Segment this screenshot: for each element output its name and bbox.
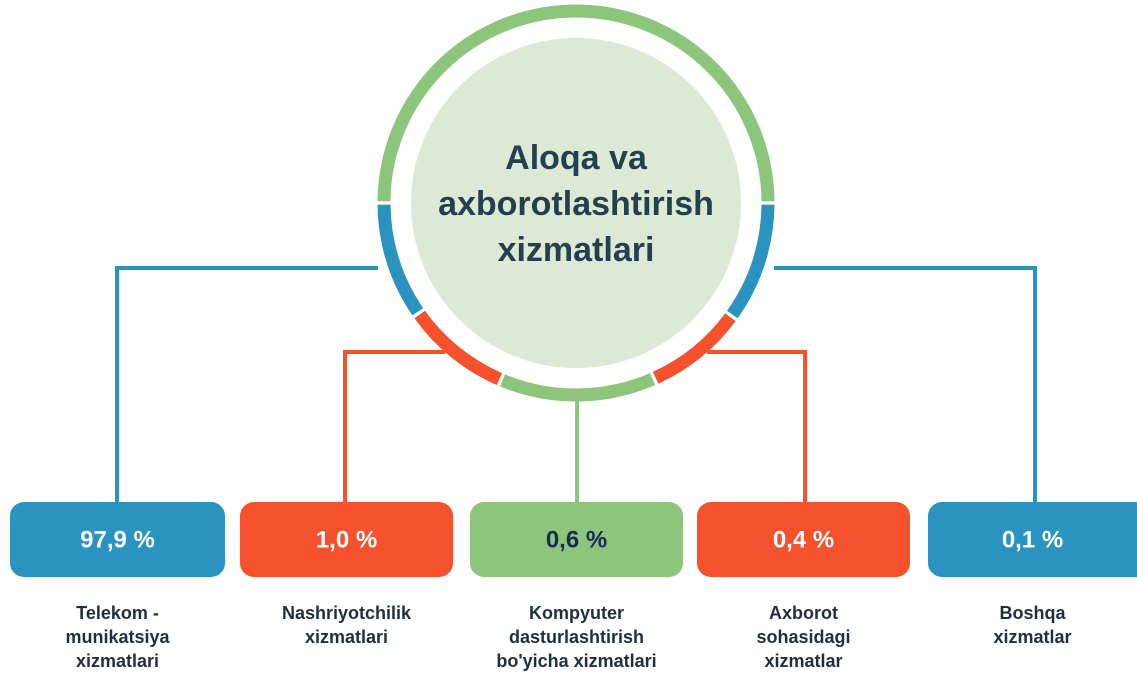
center-title: axborotlashtirish bbox=[438, 185, 714, 223]
item-label: Boshqa bbox=[999, 603, 1066, 623]
value-label: 0,4 % bbox=[773, 526, 834, 553]
item-label: xizmatlari bbox=[305, 627, 388, 647]
value-box bbox=[240, 502, 453, 577]
item-label: Axborot bbox=[769, 603, 838, 623]
ring-segment bbox=[377, 4, 775, 202]
connectors bbox=[115, 266, 1037, 505]
item-label: munikatsiya bbox=[65, 627, 170, 647]
value-label: 0,6 % bbox=[546, 526, 607, 553]
value-box bbox=[697, 502, 910, 577]
value-label: 1,0 % bbox=[316, 526, 377, 553]
item-label: xizmatlar bbox=[993, 627, 1071, 647]
item-label: bo'yicha xizmatlari bbox=[496, 651, 656, 671]
item-label: xizmatlar bbox=[764, 651, 842, 671]
ring bbox=[377, 4, 775, 402]
item-label: Nashriyotchilik bbox=[282, 603, 412, 623]
connector bbox=[707, 350, 807, 505]
ring-segment bbox=[726, 204, 775, 319]
value-label: 97,9 % bbox=[80, 526, 155, 553]
item-label: Telekom - bbox=[76, 603, 159, 623]
ring-segment bbox=[500, 373, 656, 402]
value-box bbox=[10, 502, 225, 577]
ring-segment bbox=[652, 313, 736, 384]
ring-segment bbox=[414, 310, 503, 386]
value-box bbox=[928, 502, 1137, 577]
center-title: Aloqa va bbox=[505, 139, 648, 177]
center-title: xizmatlari bbox=[498, 231, 655, 269]
connector bbox=[774, 266, 1037, 505]
value-label: 0,1 % bbox=[1002, 526, 1063, 553]
ring-segment bbox=[377, 204, 424, 316]
connector bbox=[115, 266, 378, 505]
item-label: Kompyuter bbox=[529, 603, 624, 623]
value-box bbox=[470, 502, 683, 577]
item-label: dasturlashtirish bbox=[509, 627, 644, 647]
center-circle bbox=[411, 38, 741, 368]
item-label: sohasidagi bbox=[756, 627, 850, 647]
item-label: xizmatlari bbox=[76, 651, 159, 671]
connector bbox=[343, 350, 445, 505]
